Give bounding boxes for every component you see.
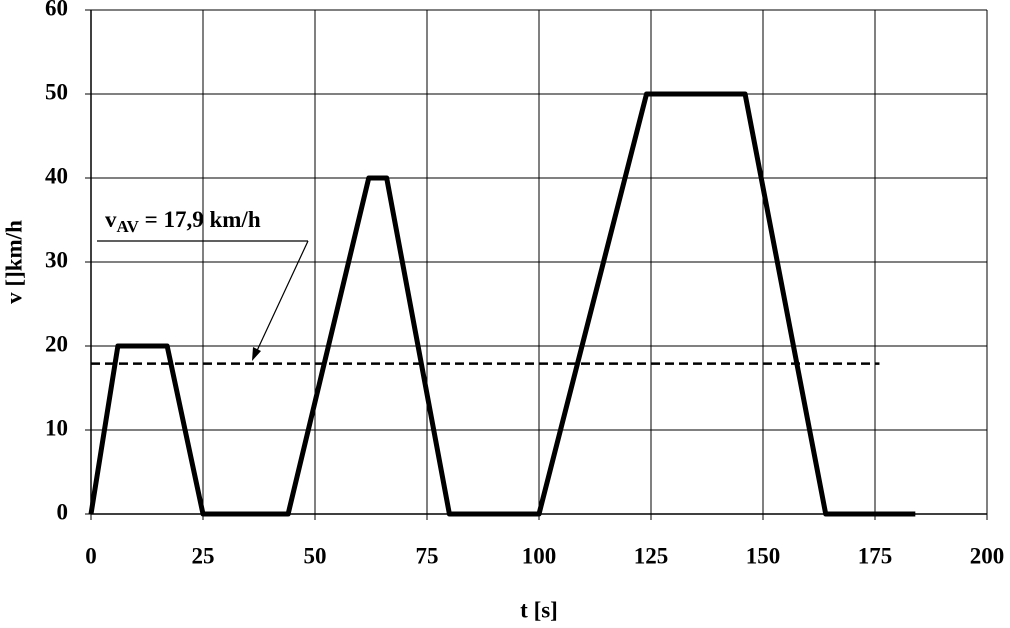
x-tick-label: 100: [522, 543, 557, 568]
annotation-symbol: v: [105, 207, 117, 232]
speed-line: [88, 91, 916, 517]
x-tick-label: 125: [634, 543, 669, 568]
y-tick-label: 50: [45, 79, 68, 104]
plot: 0 10 20 30 40 50 60 0 25 50 75 100 125 150 175 200: [45, 0, 1004, 568]
y-tick-label: 40: [45, 163, 68, 188]
y-tick-label: 0: [57, 499, 69, 524]
y-tick-label: 30: [45, 247, 68, 272]
y-tick-label: 10: [45, 415, 68, 440]
annotation-subscript: AV: [117, 217, 140, 236]
x-tick-label: 175: [858, 543, 893, 568]
x-axis-label: t [s]: [520, 597, 558, 622]
x-tick-label: 200: [970, 543, 1005, 568]
x-tick-label: 25: [192, 543, 215, 568]
y-tick-label: 20: [45, 331, 68, 356]
x-tick-label: 50: [304, 543, 327, 568]
arrow-head: [252, 347, 261, 361]
y-tick-label: 60: [45, 0, 68, 20]
x-tick-label: 150: [746, 543, 781, 568]
annotation-text: = 17,9 km/h: [139, 207, 261, 232]
x-tick-label: 0: [85, 543, 97, 568]
annotation-arrow: [254, 240, 309, 356]
annotation: vAV = 17,9 km/h: [105, 207, 261, 236]
x-tick-label: 75: [416, 543, 439, 568]
y-axis-label: v []km/h: [1, 220, 26, 304]
